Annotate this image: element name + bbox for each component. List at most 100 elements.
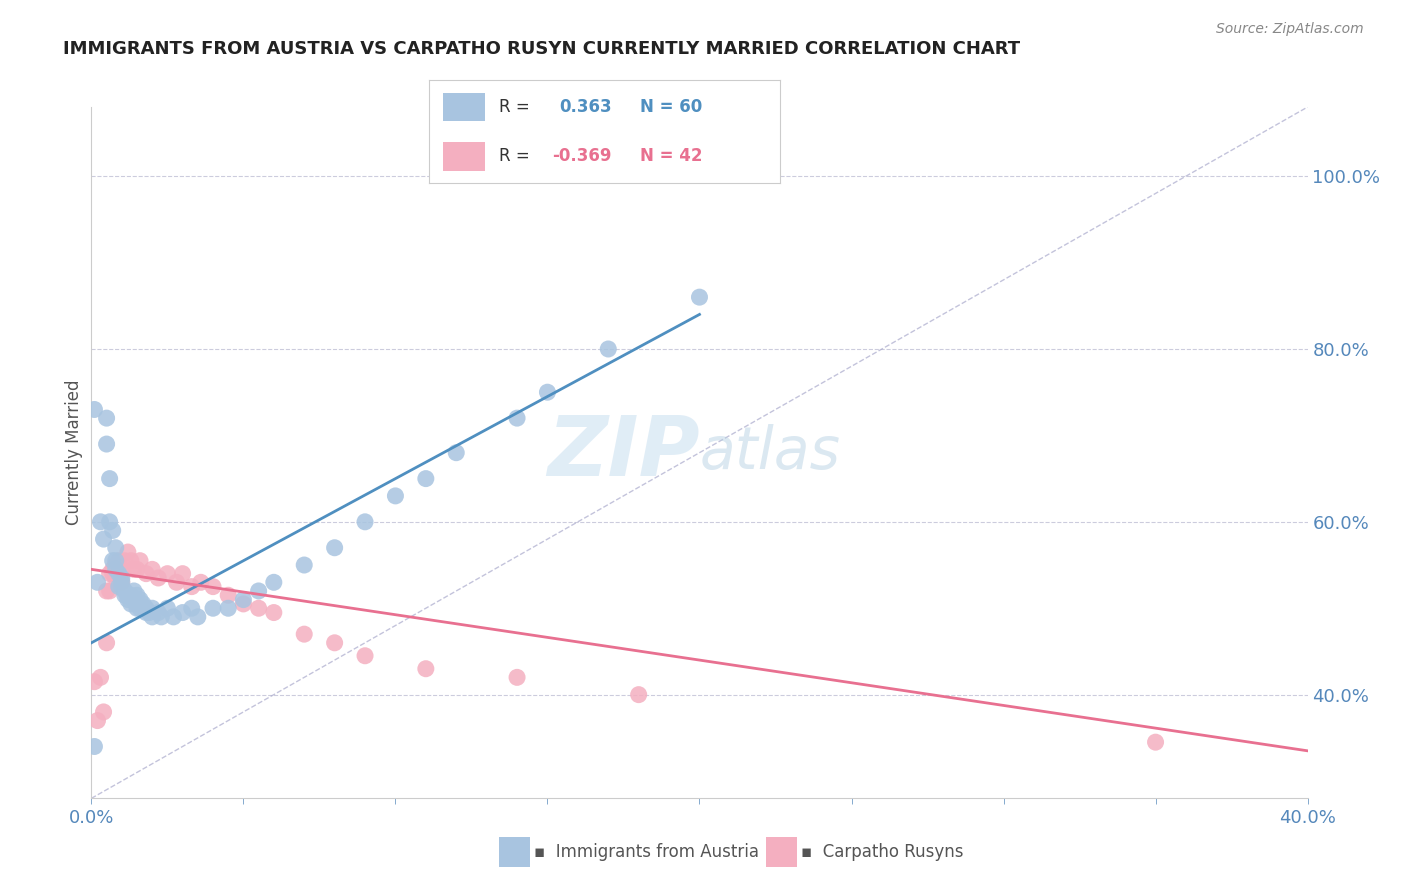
- Point: [86, 714, 108, 728]
- Point: [384, 489, 406, 503]
- Point: [120, 597, 142, 611]
- Point: [104, 558, 127, 572]
- Point: [117, 592, 139, 607]
- Point: [101, 562, 124, 576]
- Point: [1144, 735, 1167, 749]
- Point: [104, 562, 127, 576]
- Point: [415, 662, 437, 676]
- Point: [415, 472, 437, 486]
- Text: N = 42: N = 42: [640, 147, 702, 165]
- Point: [117, 545, 139, 559]
- Point: [125, 597, 148, 611]
- Point: [122, 562, 145, 576]
- Point: [125, 588, 148, 602]
- Point: [627, 688, 650, 702]
- Point: [101, 566, 124, 581]
- Point: [132, 597, 155, 611]
- Point: [292, 558, 315, 572]
- Point: [122, 583, 145, 598]
- Text: -0.369: -0.369: [551, 147, 612, 165]
- Point: [89, 670, 111, 684]
- Point: [172, 606, 194, 620]
- Point: [89, 515, 111, 529]
- Point: [190, 575, 212, 590]
- Point: [506, 670, 529, 684]
- Point: [263, 575, 285, 590]
- Point: [217, 588, 239, 602]
- Point: [114, 583, 136, 598]
- Point: [150, 610, 173, 624]
- Point: [117, 588, 139, 602]
- Point: [98, 472, 121, 486]
- Point: [162, 610, 184, 624]
- Point: [536, 385, 558, 400]
- Point: [141, 562, 163, 576]
- Point: [148, 571, 170, 585]
- Point: [104, 571, 127, 585]
- Point: [247, 601, 270, 615]
- Text: N = 60: N = 60: [640, 98, 702, 116]
- Point: [323, 541, 346, 555]
- Point: [156, 566, 179, 581]
- Point: [217, 601, 239, 615]
- Point: [111, 562, 134, 576]
- Point: [141, 601, 163, 615]
- Point: [688, 290, 710, 304]
- Point: [86, 575, 108, 590]
- Point: [129, 592, 152, 607]
- Point: [135, 601, 157, 615]
- Point: [187, 610, 209, 624]
- Point: [166, 575, 188, 590]
- Point: [107, 554, 129, 568]
- Point: [263, 606, 285, 620]
- Point: [98, 583, 121, 598]
- Point: [114, 554, 136, 568]
- Point: [120, 554, 142, 568]
- Point: [111, 575, 134, 590]
- Point: [98, 566, 121, 581]
- Point: [135, 566, 157, 581]
- Text: Source: ZipAtlas.com: Source: ZipAtlas.com: [1216, 22, 1364, 37]
- Point: [292, 627, 315, 641]
- Point: [354, 648, 377, 663]
- Point: [247, 583, 270, 598]
- Point: [354, 515, 377, 529]
- Point: [141, 610, 163, 624]
- Point: [598, 342, 620, 356]
- Bar: [443, 142, 485, 170]
- Point: [96, 583, 118, 598]
- Text: R =: R =: [499, 147, 530, 165]
- Point: [129, 601, 152, 615]
- Point: [104, 541, 127, 555]
- Point: [135, 606, 157, 620]
- Point: [172, 566, 194, 581]
- Point: [98, 515, 121, 529]
- Point: [323, 636, 346, 650]
- Text: ZIP: ZIP: [547, 412, 699, 493]
- Point: [180, 601, 202, 615]
- Point: [156, 601, 179, 615]
- Point: [202, 580, 225, 594]
- Text: 0.363: 0.363: [560, 98, 612, 116]
- Point: [202, 601, 225, 615]
- Text: R =: R =: [499, 98, 530, 116]
- Text: ▪  Immigrants from Austria: ▪ Immigrants from Austria: [534, 843, 759, 861]
- Point: [125, 601, 148, 615]
- Point: [114, 588, 136, 602]
- Point: [138, 606, 160, 620]
- Point: [96, 411, 118, 425]
- Point: [96, 636, 118, 650]
- Text: IMMIGRANTS FROM AUSTRIA VS CARPATHO RUSYN CURRENTLY MARRIED CORRELATION CHART: IMMIGRANTS FROM AUSTRIA VS CARPATHO RUSY…: [63, 40, 1021, 58]
- Point: [93, 705, 115, 719]
- Point: [111, 580, 134, 594]
- Point: [232, 597, 254, 611]
- Point: [107, 580, 129, 594]
- Point: [83, 402, 105, 417]
- Bar: [443, 93, 485, 121]
- Point: [101, 524, 124, 538]
- Point: [122, 592, 145, 607]
- Point: [111, 575, 134, 590]
- Point: [120, 588, 142, 602]
- Text: atlas: atlas: [699, 425, 841, 481]
- Text: ▪  Carpatho Rusyns: ▪ Carpatho Rusyns: [801, 843, 965, 861]
